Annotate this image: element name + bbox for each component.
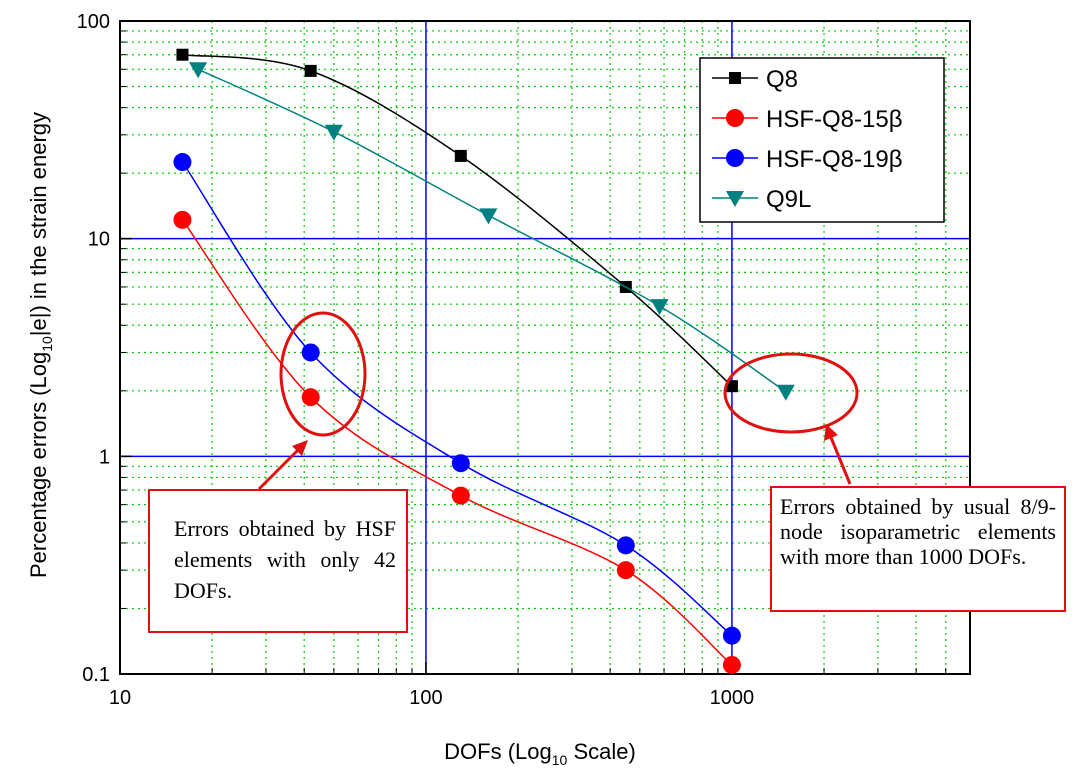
data-point [176,48,189,61]
data-point [173,153,192,172]
data-point [776,384,795,401]
data-point [301,388,320,407]
legend: Q8 HSF-Q8-15β HSF-Q8-19β Q9L [699,57,945,223]
legend-label: Q9L [766,186,811,213]
data-point [616,561,635,580]
data-point [189,62,208,79]
y-axis-label: Percentage errors (Log10|e|) in the stra… [26,112,55,578]
data-point [479,208,498,225]
series-line [181,161,733,637]
annotation-box-right: Errors obtained by usual 8/9-node isopar… [770,486,1066,612]
data-point [650,299,669,316]
x-tick-labels: 10 100 1000 [109,687,754,709]
annotation-ellipse-left [279,311,367,437]
legend-label: Q8 [766,66,798,93]
legend-label: HSF-Q8-19β [766,146,903,173]
x-tick-label: 10 [109,687,131,709]
x-axis-label-subscript: 10 [552,752,568,768]
grid-major [120,21,970,674]
annotation-arrow-left-head [292,440,308,456]
data-point [722,626,741,645]
annotation-text-right: Errors obtained by usual 8/9-node isopar… [780,494,1056,569]
legend-label: HSF-Q8-15β [766,106,903,133]
series-2 [173,153,741,645]
y-axis-label-subscript: 10 [39,336,55,352]
x-axis-label-end: Scale) [567,739,635,764]
x-axis-label: DOFs (Log10 Scale) [444,739,636,768]
data-point [616,536,635,555]
y-tick-label: 10 [88,229,110,251]
y-axis-label-end: |e|) in the strain energy [26,112,51,336]
data-point [454,149,467,162]
legend-marker [726,109,744,127]
data-point [451,454,470,473]
plot-frame [119,20,971,675]
legend-marker [729,72,741,84]
series-0 [176,48,738,393]
annotation-arrow-right-shaft [828,434,852,485]
y-tick-labels: 0.1 1 10 100 [77,11,110,686]
series-layer [173,48,795,674]
x-tick-label: 100 [409,687,442,709]
data-point [173,210,192,229]
annotation-ellipse-right [723,352,859,434]
annotation-box-left: Errors obtained by HSF elements with onl… [148,489,408,633]
y-tick-label: 100 [77,11,110,33]
data-point [324,124,343,141]
legend-marker [726,191,744,207]
series-3 [189,62,795,401]
y-tick-label: 1 [99,446,110,468]
data-point [304,64,317,77]
data-point [725,380,738,393]
x-tick-label: 1000 [710,687,755,709]
annotation-ellipses [257,311,859,491]
data-point [301,343,320,362]
data-point [722,655,741,674]
series-1 [173,210,741,674]
annotation-text-left: Errors obtained by HSF elements with onl… [174,516,396,603]
legend-marker [726,149,744,167]
annotation-arrow-left-shaft [257,446,302,491]
y-tick-label: 0.1 [82,664,110,686]
annotation-arrow-right-head [824,424,838,441]
data-point [451,486,470,505]
